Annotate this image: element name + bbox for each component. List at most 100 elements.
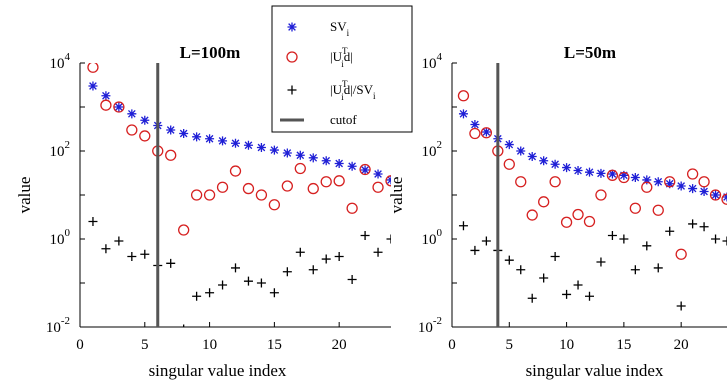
data-point-asterisk [711, 190, 721, 200]
data-point-asterisk [699, 187, 709, 197]
data-point-asterisk [619, 170, 629, 180]
data-point-asterisk [140, 115, 150, 125]
data-point-asterisk [101, 91, 111, 101]
data-point-plus [243, 276, 253, 286]
data-point-asterisk [231, 138, 240, 148]
data-point-plus [282, 267, 292, 277]
data-point-plus [676, 301, 686, 311]
data-point-plus [527, 293, 537, 303]
y-tick-exponent: 4 [437, 51, 443, 63]
data-point-asterisk [373, 169, 383, 179]
data-point-plus [269, 288, 279, 298]
data-point-plus [192, 291, 202, 301]
data-point-circle [652, 204, 664, 216]
data-point-asterisk [179, 128, 189, 138]
data-point-circle [469, 127, 481, 140]
data-point-asterisk [282, 148, 292, 158]
legend-label-sup: T [342, 46, 348, 56]
y-tick-base: 10 [46, 320, 61, 336]
x-tick-label: 0 [76, 337, 84, 353]
data-point-asterisk [127, 109, 137, 119]
data-point-plus [607, 231, 617, 241]
y-tick-base: 10 [50, 56, 65, 72]
data-point-asterisk [321, 156, 331, 166]
data-point-plus [596, 257, 606, 267]
data-point-plus [711, 234, 721, 244]
x-tick-label: 15 [267, 337, 282, 353]
data-point-asterisk [676, 181, 686, 191]
data-point-circle [526, 209, 538, 221]
data-point-circle [709, 189, 722, 201]
x-tick-label: 10 [559, 337, 574, 353]
legend-label-sub: i [341, 92, 344, 102]
data-point-asterisk [347, 161, 357, 171]
data-point-circle [294, 162, 306, 175]
data-point-asterisk [481, 127, 491, 137]
data-point-plus [231, 263, 240, 273]
y-tick-exponent: 0 [437, 227, 443, 239]
data-point-plus [722, 236, 727, 246]
data-point-asterisk [458, 109, 468, 119]
x-axis-title: singular value index [526, 361, 664, 380]
data-point-plus [642, 241, 652, 251]
legend-label-main: |U [330, 82, 343, 97]
legend-label-sub: i [341, 59, 344, 69]
y-tick-base: 10 [422, 56, 437, 72]
data-point-plus [183, 324, 185, 327]
data-point-asterisk [550, 159, 560, 169]
legend-label: |UT id| [330, 46, 353, 69]
data-point-asterisk [166, 125, 176, 135]
data-point-plus [550, 252, 560, 262]
data-point-plus [256, 278, 266, 288]
legend-label-rest: d| [344, 49, 353, 64]
data-point-asterisk [539, 156, 549, 166]
data-point-asterisk [205, 134, 215, 144]
data-point-circle [385, 175, 391, 187]
y-axis-title: value [15, 177, 34, 214]
legend-label-rest: d|/SV [344, 82, 374, 97]
data-point-plus [218, 280, 228, 290]
legend-marker-asterisk [287, 22, 297, 32]
y-tick-exponent: 4 [65, 51, 71, 63]
data-point-circle [641, 181, 653, 193]
data-point-circle [216, 181, 229, 193]
data-point-asterisk [256, 143, 266, 153]
data-point-asterisk [504, 140, 514, 150]
data-point-asterisk [527, 151, 537, 161]
data-point-circle [698, 176, 710, 188]
x-tick-label: 5 [141, 337, 149, 353]
data-point-plus [458, 221, 468, 231]
data-point-circle [203, 189, 216, 201]
data-point-circle [560, 216, 573, 228]
data-point-plus [470, 245, 480, 255]
data-point-asterisk [243, 140, 253, 150]
y-tick-base: 10 [422, 232, 437, 248]
data-point-plus [101, 244, 111, 254]
data-point-circle [113, 101, 125, 113]
data-point-asterisk [269, 145, 279, 155]
data-point-circle [268, 199, 281, 211]
data-point-circle [606, 169, 619, 181]
x-tick-label: 10 [202, 337, 217, 353]
y-tick-exponent: -2 [433, 315, 442, 327]
data-point-asterisk [308, 153, 318, 163]
data-point-asterisk [573, 166, 583, 176]
data-point-plus [504, 255, 514, 265]
data-point-circle [549, 176, 561, 188]
data-point-asterisk [360, 165, 370, 175]
data-point-plus [573, 280, 583, 290]
data-point-asterisk [642, 175, 652, 185]
data-point-plus [166, 258, 176, 268]
data-point-asterisk [585, 167, 594, 177]
legend-label-main: SV [330, 19, 347, 34]
data-point-circle [372, 181, 384, 193]
data-point-circle [359, 163, 371, 176]
data-point-circle [595, 189, 607, 201]
data-point-asterisk [114, 102, 124, 112]
data-point-circle [307, 182, 319, 195]
data-point-circle [190, 189, 203, 201]
panel-title: L=100m [180, 43, 241, 62]
